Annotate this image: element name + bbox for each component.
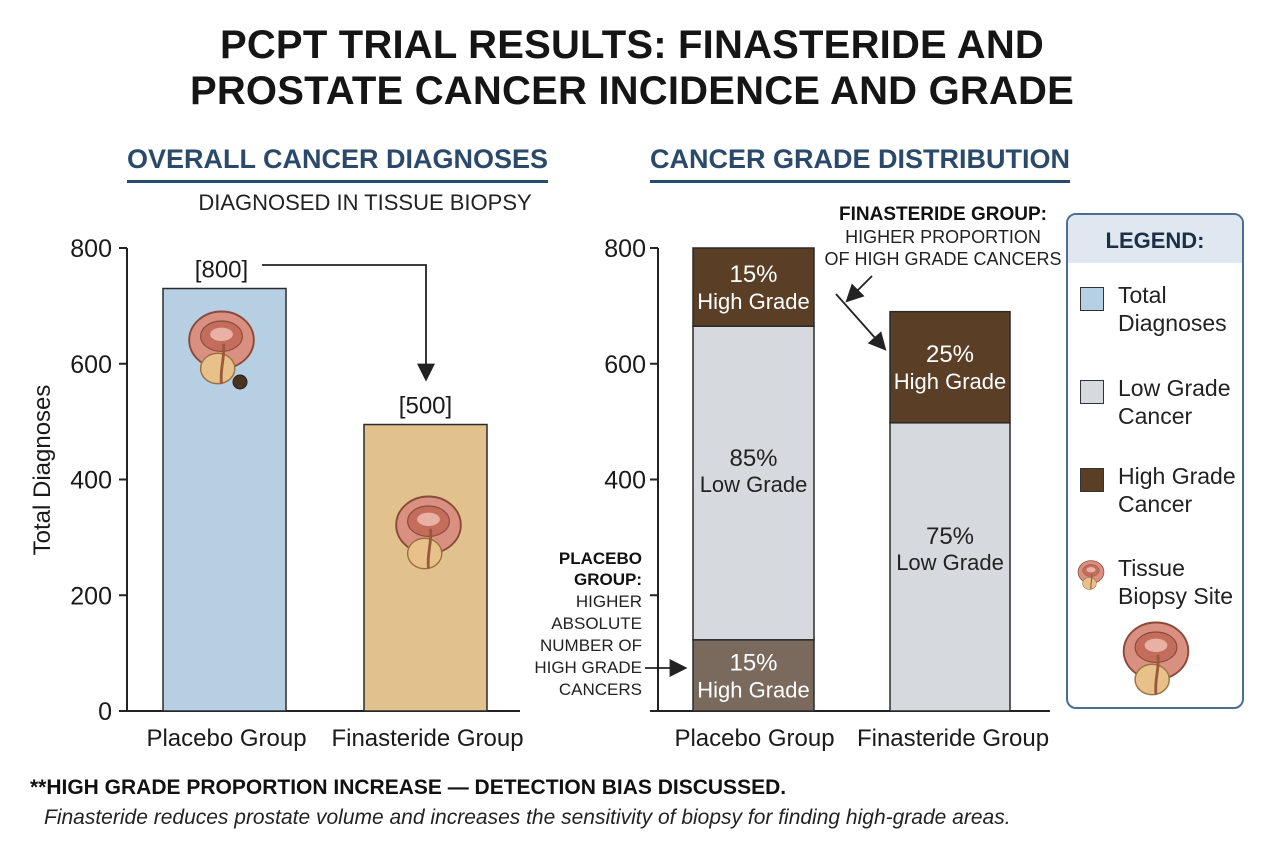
finasteride-high-grade-segment [889,310,1011,424]
legend: LEGEND: Total Diagnoses Low Grade Cancer H… [1066,213,1244,709]
left-connector-arrow [262,264,435,382]
legend-swatch-total [1080,287,1104,311]
placebo-annotation-line-5: CANCERS [559,680,642,699]
placebo-annotation-line-1: HIGHER [576,592,642,611]
prostate-icon [1122,621,1190,697]
segment-percent-label: 25% [926,341,974,368]
legend-swatch-high-grade [1080,468,1104,492]
legend-label-total-line1: Total [1118,282,1167,308]
legend-label-biopsy-line1: Tissue [1118,555,1185,581]
x-category-label: Finasteride Group [331,725,523,752]
segment-percent-label: 85% [729,445,777,472]
placebo-high-grade-segment [692,247,815,327]
finasteride-low-grade-segment [889,422,1011,712]
finasteride-annotation-line-2: OF HIGH GRADE CANCERS [824,249,1061,269]
placebo-annotation-line-4: HIGH GRADE [534,658,642,677]
right-y-tick-label: 800 [604,235,646,263]
placebo-annotation-head-1: PLACEBO [559,549,642,568]
legend-label-low-line1: Low Grade [1118,375,1231,401]
prostate-icon [1077,560,1105,591]
placebo-low-grade-segment [692,325,815,641]
legend-label-high-grade: High Grade Cancer [1118,462,1248,518]
segment-grade-label: Low Grade [700,472,808,497]
chart-title-line-2: PROSTATE CANCER INCIDENCE AND GRADE [189,69,1075,113]
right-panel-title: CANCER GRADE DISTRIBUTION [650,144,1071,183]
left-y-tick-label: 400 [70,467,112,495]
legend-label-biopsy-site: Tissue Biopsy Site [1118,554,1248,610]
left-y-tick-label: 200 [70,582,112,610]
legend-label-high-line1: High Grade [1118,463,1236,489]
legend-title: LEGEND: [1068,215,1242,263]
footnote-italic: Finasteride reduces prostate volume and … [44,806,1011,829]
placebo-annotation-line-2: ABSOLUTE [551,614,642,633]
right-y-tick-label: 600 [604,351,646,379]
chart-title-line-1: PCPT TRIAL RESULTS: FINASTERIDE AND [219,23,1045,67]
finasteride-annotation-line-1: HIGHER PROPORTION [845,227,1041,247]
segment-percent-label: 15% [729,649,777,676]
legend-swatch-low-grade [1080,380,1104,404]
footnote-bold: **HIGH GRADE PROPORTION INCREASE — DETEC… [30,776,787,799]
left-panel-title: OVERALL CANCER DIAGNOSES [127,144,549,183]
left-y-axis-label: Total Diagnoses [29,385,56,556]
segment-grade-label: Low Grade [896,550,1004,575]
segment-grade-label: High Grade [894,369,1007,394]
x-category-label: Placebo Group [146,725,306,752]
left-panel-subtitle: DIAGNOSED IN TISSUE BIOPSY [198,190,532,215]
segment-percent-label: 15% [729,261,777,288]
x-category-label: Finasteride Group [857,725,1049,752]
bar-value-label: [800] [195,257,248,284]
right-y-tick-label: 400 [604,467,646,495]
legend-label-high-line2: Cancer [1118,491,1193,517]
placebo-high-grade-segment [692,639,815,712]
legend-label-low-grade: Low Grade Cancer [1118,374,1248,430]
segment-percent-label: 75% [926,523,974,550]
legend-label-total: Total Diagnoses [1118,281,1248,337]
segment-grade-label: High Grade [697,677,810,702]
legend-label-total-line2: Diagnoses [1118,310,1227,336]
chart-title: PCPT TRIAL RESULTS: FINASTERIDE AND PROS… [0,22,1264,114]
left-y-tick-label: 800 [70,235,112,263]
left-y-tick-label: 0 [98,698,112,726]
placebo-annotation-head-2: GROUP: [574,570,642,589]
segment-grade-label: High Grade [697,289,810,314]
x-category-label: Placebo Group [674,725,834,752]
placebo-annotation-line-3: NUMBER OF [540,636,642,655]
bar-value-label: [500] [399,393,452,420]
legend-label-biopsy-line2: Biopsy Site [1118,583,1234,609]
legend-label-low-line2: Cancer [1118,403,1193,429]
biopsy-site-marker [232,374,248,390]
finasteride-arrow-right [835,293,887,351]
finasteride-arrow-left [845,275,873,303]
left-y-tick-label: 600 [70,351,112,379]
finasteride-annotation-head: FINASTERIDE GROUP: [839,204,1047,225]
